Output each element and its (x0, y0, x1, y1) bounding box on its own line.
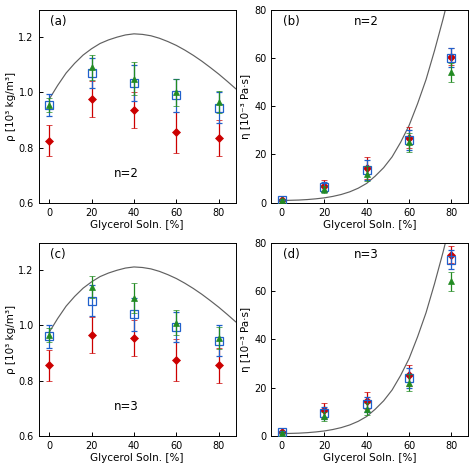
Text: n=3: n=3 (354, 249, 379, 261)
Text: n=2: n=2 (113, 166, 138, 180)
Y-axis label: ρ [10³ kg/m³]: ρ [10³ kg/m³] (6, 305, 16, 374)
Y-axis label: η [10⁻³ Pa·s]: η [10⁻³ Pa·s] (241, 307, 251, 372)
Text: (c): (c) (50, 249, 66, 261)
Y-axis label: ρ [10³ kg/m³]: ρ [10³ kg/m³] (6, 72, 16, 141)
X-axis label: Glycerol Soln. [%]: Glycerol Soln. [%] (323, 220, 417, 230)
X-axis label: Glycerol Soln. [%]: Glycerol Soln. [%] (91, 454, 184, 463)
X-axis label: Glycerol Soln. [%]: Glycerol Soln. [%] (91, 220, 184, 230)
Y-axis label: η [10⁻³ Pa·s]: η [10⁻³ Pa·s] (241, 74, 251, 139)
Text: n=2: n=2 (354, 15, 379, 28)
X-axis label: Glycerol Soln. [%]: Glycerol Soln. [%] (323, 454, 417, 463)
Text: (a): (a) (50, 15, 67, 28)
Text: (b): (b) (283, 15, 300, 28)
Text: (d): (d) (283, 249, 300, 261)
Text: n=3: n=3 (113, 400, 138, 413)
